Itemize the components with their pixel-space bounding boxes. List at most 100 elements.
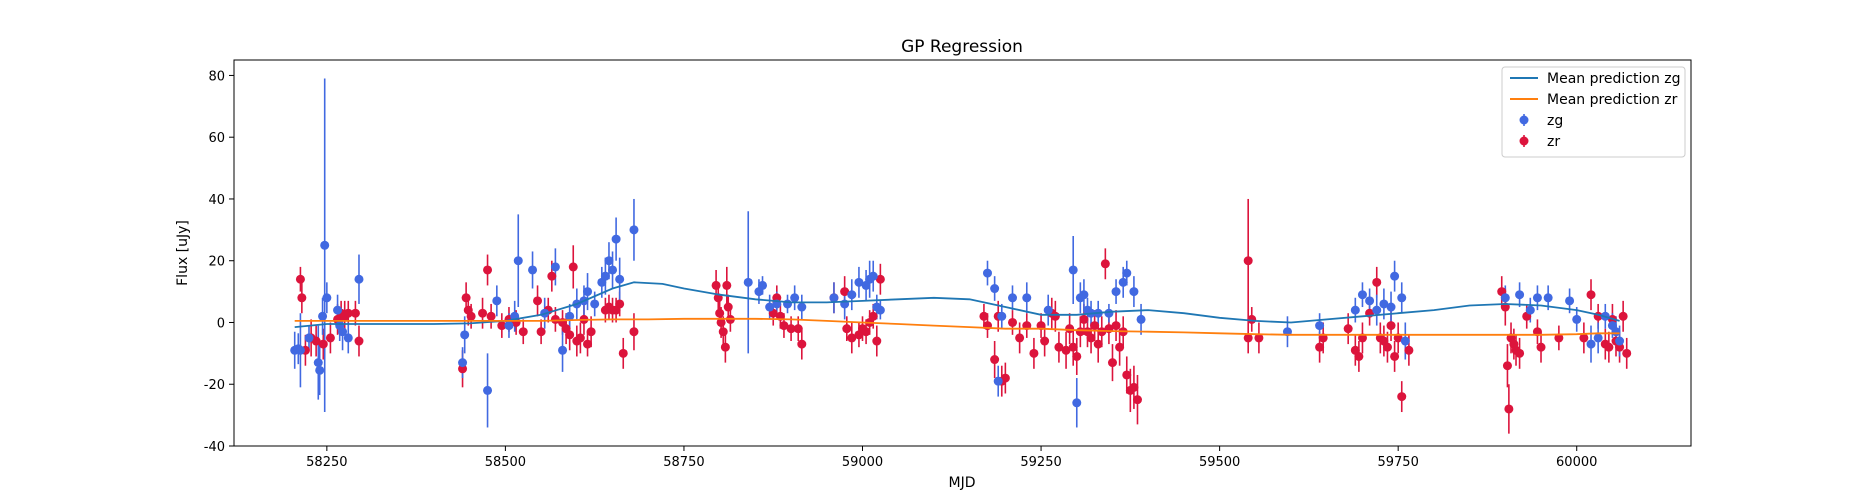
x-tick-label: 58750 (663, 455, 704, 470)
zg-point (743, 277, 753, 287)
zr-point (354, 336, 364, 346)
zg-point (1068, 265, 1078, 275)
zg-point (829, 293, 839, 303)
zg-point (611, 234, 621, 244)
zg-point (629, 225, 639, 235)
zr-point (715, 308, 725, 318)
mean-prediction-zg-line (294, 281, 1620, 328)
y-tick-label: -20 (204, 378, 225, 393)
legend-label-zg: zg (1547, 113, 1563, 129)
zr-point (533, 296, 543, 306)
y-tick-label: 40 (208, 193, 225, 208)
zr-point (990, 355, 1000, 365)
zr-point (497, 321, 507, 331)
zr-point (1100, 259, 1110, 269)
zr-point (718, 327, 728, 337)
zr-point (565, 330, 575, 340)
zg-point (1111, 287, 1121, 297)
zr-point (1504, 404, 1514, 414)
zr-point (1107, 358, 1117, 368)
y-axis-label: Flux [uJy] (175, 220, 191, 286)
zr-point (716, 317, 726, 327)
zg-point (783, 299, 793, 309)
zr-point (1382, 342, 1392, 352)
zr-point (1065, 324, 1075, 334)
zg-point (1400, 336, 1410, 346)
zr-point (1502, 361, 1512, 371)
zr-point (1386, 321, 1396, 331)
x-tick-label: 60000 (1556, 455, 1597, 470)
legend: Mean prediction zg Mean prediction zr zg… (1501, 66, 1686, 158)
zg-point (1379, 299, 1389, 309)
zr-point (1129, 382, 1139, 392)
zr-point (979, 311, 989, 321)
zr-point (875, 274, 885, 284)
zg-point (600, 271, 610, 281)
zr-point (343, 308, 353, 318)
zr-point (797, 339, 807, 349)
zg-point (758, 280, 768, 290)
zr-points (295, 256, 1632, 414)
zg-point (583, 287, 593, 297)
zg-point (1315, 321, 1325, 331)
legend-swatch-zg (1519, 114, 1529, 126)
zg-point (1122, 268, 1132, 278)
zr-point (1404, 345, 1414, 355)
zr-point (1372, 277, 1382, 287)
zg-point (1543, 293, 1553, 303)
zr-point (461, 293, 471, 303)
zg-point (868, 271, 878, 281)
zr-point (547, 271, 557, 281)
zr-point (1579, 333, 1589, 343)
x-tick-label: 59250 (1020, 455, 1061, 470)
x-axis-label: MJD (949, 475, 976, 491)
zr-point (629, 327, 639, 337)
zr-point (466, 311, 476, 321)
zr-point (1615, 342, 1625, 352)
zr-point (1079, 314, 1089, 324)
zg-point (1365, 296, 1375, 306)
zr-point (840, 287, 850, 297)
zg-point (558, 345, 568, 355)
y-tick-label: 60 (208, 131, 225, 146)
zg-point (460, 330, 470, 340)
mean-prediction-lines (294, 281, 1620, 336)
x-tick-label: 59500 (1199, 455, 1240, 470)
x-tick-label: 59750 (1377, 455, 1418, 470)
zg-point (1615, 336, 1625, 346)
zr-point (1090, 321, 1100, 331)
zg-point (1593, 333, 1603, 343)
y-tick-label: -40 (204, 440, 225, 455)
zr-point (1054, 342, 1064, 352)
zr-point (1132, 395, 1142, 405)
zr-point (615, 299, 625, 309)
zr-point (1072, 351, 1082, 361)
zr-point (550, 314, 560, 324)
zr-point (483, 265, 493, 275)
axes-background (234, 60, 1691, 446)
zr-point (711, 280, 721, 290)
zg-point (343, 333, 353, 343)
zr-point (872, 336, 882, 346)
zg-point (304, 333, 314, 343)
zr-point (478, 308, 488, 318)
zr-point (720, 342, 730, 352)
zr-point (1254, 333, 1264, 343)
zg-point (590, 299, 600, 309)
zr-point (1390, 351, 1400, 361)
zg-point (1525, 305, 1535, 315)
y-tick-label: 0 (217, 316, 225, 331)
zg-point (608, 265, 618, 275)
zg-point (492, 296, 502, 306)
zg-point (875, 305, 885, 315)
zr-point (586, 327, 596, 337)
zr-point (1015, 333, 1025, 343)
zr-point (1618, 311, 1628, 321)
zg-point (483, 385, 493, 395)
zr-point (1122, 370, 1132, 380)
zg-point (565, 311, 575, 321)
zg-point (790, 293, 800, 303)
zr-point (458, 364, 468, 374)
zr-point (723, 302, 733, 312)
zr-point (1111, 321, 1121, 331)
